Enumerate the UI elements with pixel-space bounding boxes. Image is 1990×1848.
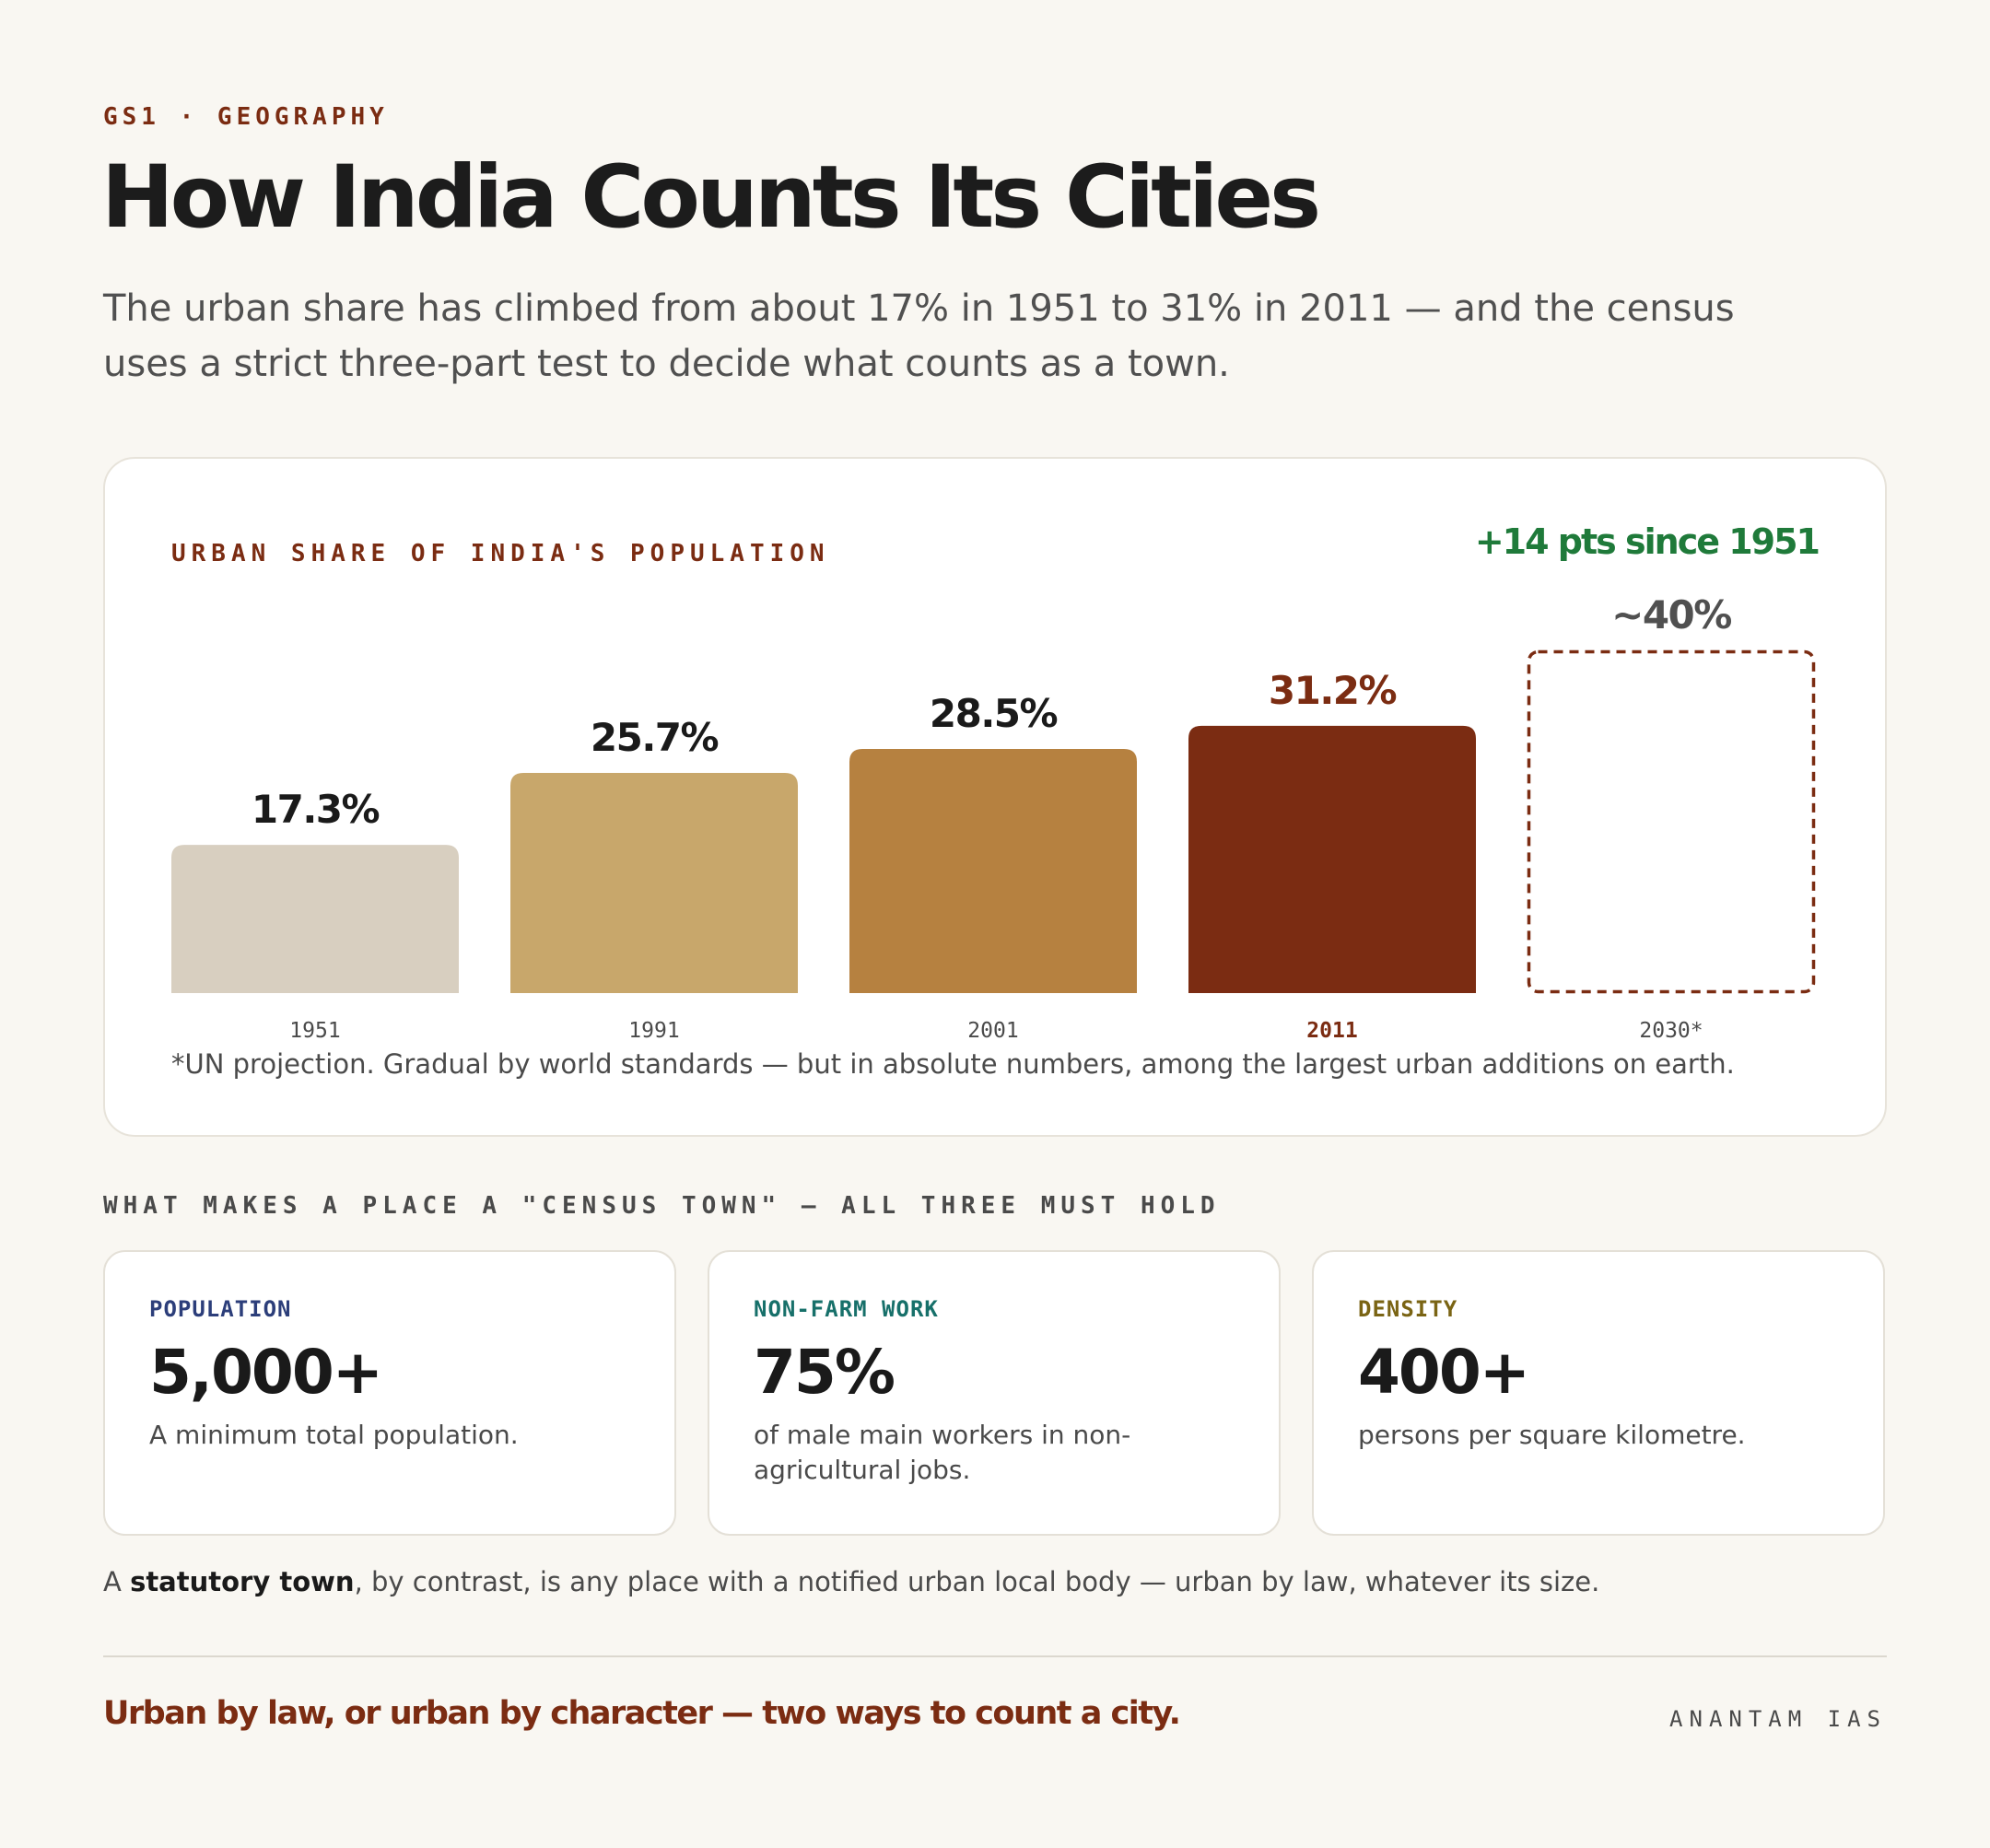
statutory-town-note: A statutory town, by contrast, is any pl…	[103, 1566, 1599, 1597]
bar-1991	[510, 772, 798, 993]
statutory-term: statutory town	[130, 1566, 355, 1597]
card-value: 75%	[754, 1337, 896, 1408]
chart-footnote: *UN projection. Gradual by world standar…	[171, 1048, 1735, 1080]
brand-name: ANANTAM IAS	[1669, 1706, 1887, 1732]
card-label: POPULATION	[149, 1296, 292, 1322]
criteria-card-density: DENSITY 400+ persons per square kilometr…	[1312, 1250, 1885, 1536]
criteria-card-population: POPULATION 5,000+ A minimum total popula…	[103, 1250, 676, 1536]
card-value: 400+	[1358, 1337, 1530, 1408]
tick-label-2030: 2030*	[1639, 1019, 1703, 1043]
eyebrow: GS1 · GEOGRAPHY	[103, 103, 389, 131]
bar-2001	[849, 748, 1137, 993]
bar-2011	[1188, 725, 1476, 993]
subtitle: The urban share has climbed from about 1…	[103, 287, 1735, 385]
tick-label-2001: 2001	[967, 1019, 1018, 1043]
card-description: A minimum total population.	[149, 1420, 519, 1450]
criteria-heading: WHAT MAKES A PLACE A "CENSUS TOWN" — ALL…	[103, 1192, 1221, 1220]
value-label-2011: 31.2%	[1269, 668, 1397, 713]
tick-label-2011: 2011	[1306, 1019, 1357, 1043]
card-description: persons per square kilometre.	[1358, 1420, 1746, 1450]
tick-label-1951: 1951	[289, 1019, 340, 1043]
card-value: 5,000+	[149, 1337, 383, 1408]
value-label-1991: 25.7%	[591, 715, 719, 760]
value-label-2030: ~40%	[1611, 599, 1731, 637]
footer-divider	[103, 1655, 1887, 1657]
page-title: How India Counts Its Cities	[101, 147, 1321, 248]
chart-title: URBAN SHARE OF INDIA'S POPULATION	[171, 540, 830, 567]
criteria-card-non-farm-work: NON-FARM WORK 75% of male main workers i…	[708, 1250, 1281, 1536]
value-label-2001: 28.5%	[930, 691, 1058, 736]
statutory-prefix: A	[103, 1566, 131, 1597]
tick-label-1991: 1991	[628, 1019, 679, 1043]
bar-1951	[171, 845, 459, 993]
footer-tagline: Urban by law, or urban by character — tw…	[103, 1695, 1181, 1732]
value-label-1951: 17.3%	[252, 787, 380, 832]
bar-chart: 17.3% 1951 25.7% 1991 28.5% 2001 31.2% 2011 ~40%…	[171, 599, 1816, 1043]
statutory-rest: , by contrast, is any place with a notif…	[354, 1566, 1600, 1597]
card-label: DENSITY	[1358, 1296, 1458, 1322]
chart-annotation: +14 pts since 1951	[1474, 521, 1820, 562]
card-description: of male main workers in non-agricultural…	[754, 1420, 1131, 1485]
card-label: NON-FARM WORK	[754, 1296, 939, 1322]
bar-2030-projected	[1527, 649, 1816, 994]
